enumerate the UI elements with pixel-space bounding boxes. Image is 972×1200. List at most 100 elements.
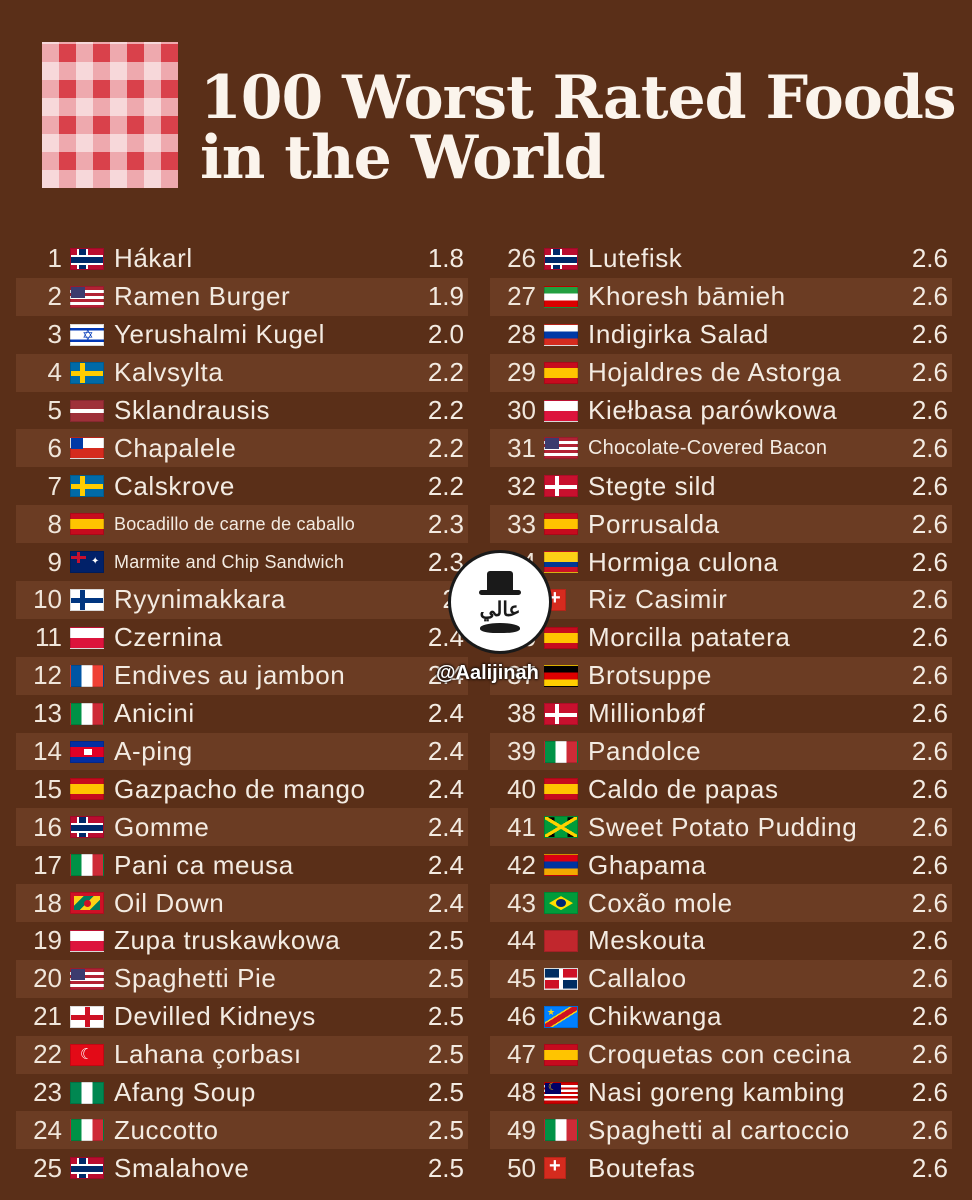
food-name: Gazpacho de mango xyxy=(114,773,366,804)
list-item: 31 Chocolate-Covered Bacon 2.6 xyxy=(490,429,952,468)
norway-flag-icon xyxy=(70,816,104,839)
food-rating: 2.6 xyxy=(911,1114,948,1145)
rank-number: 43 xyxy=(507,887,536,918)
food-name: Stegte sild xyxy=(588,470,717,501)
list-item: 37 Brotsuppe 2.6 xyxy=(490,656,952,695)
food-name: Zupa truskawkowa xyxy=(114,925,341,956)
list-item: 5 Sklandrausis 2.2 xyxy=(16,392,468,430)
food-rating: 2.4 xyxy=(427,849,464,880)
rank-number: 15 xyxy=(33,773,62,804)
nigeria-flag-icon xyxy=(70,1081,104,1104)
list-item: 32 Stegte sild 2.6 xyxy=(490,467,952,505)
food-rating: 1.8 xyxy=(427,243,464,274)
food-name: Pandolce xyxy=(588,736,702,767)
france-flag-icon xyxy=(70,664,104,687)
uk-flag-icon xyxy=(70,551,104,574)
food-rating: 2.2 xyxy=(427,357,464,388)
list-item: 24 Zuccotto 2.5 xyxy=(16,1111,468,1150)
jamaica-flag-icon xyxy=(544,816,578,839)
rank-number: 27 xyxy=(507,281,536,312)
rank-number: 32 xyxy=(507,470,536,501)
list-item: 2 Ramen Burger 1.9 xyxy=(16,277,468,316)
spain-flag-icon xyxy=(544,361,578,384)
food-rating: 2.6 xyxy=(911,281,948,312)
food-rating: 2.5 xyxy=(427,1001,464,1032)
food-name: Anicini xyxy=(114,698,195,729)
food-name: Spaghetti Pie xyxy=(114,963,277,994)
rank-number: 22 xyxy=(33,1039,62,1070)
latvia-flag-icon xyxy=(70,399,104,422)
usa-flag-icon xyxy=(70,285,104,308)
list-item: 30 Kiełbasa parówkowa 2.6 xyxy=(490,392,952,430)
food-name: Oil Down xyxy=(114,887,225,918)
list-item: 1 Hákarl 1.8 xyxy=(16,240,468,278)
list-item: 28 Indigirka Salad 2.6 xyxy=(490,316,952,354)
rank-number: 16 xyxy=(33,811,62,842)
rank-number: 25 xyxy=(33,1152,62,1183)
food-rating: 2.6 xyxy=(911,773,948,804)
watermark-logo: عالي xyxy=(448,550,552,654)
food-rating: 2.2 xyxy=(427,470,464,501)
food-name: Lahana çorbası xyxy=(114,1039,302,1070)
watermark-handle: @Aalijinah xyxy=(436,662,539,684)
food-rating: 2.6 xyxy=(911,660,948,691)
list-item: 40 Caldo de papas 2.6 xyxy=(490,770,952,808)
food-name: Czernina xyxy=(114,622,223,653)
sweden-flag-icon xyxy=(70,361,104,384)
food-name: Meskouta xyxy=(588,925,706,956)
dominican-republic-flag-icon xyxy=(544,967,578,990)
finland-flag-icon xyxy=(70,588,104,611)
italy-flag-icon xyxy=(544,1119,578,1142)
food-rating: 2.6 xyxy=(911,1001,948,1032)
poland-flag-icon xyxy=(70,626,104,649)
rank-number: 28 xyxy=(507,319,536,350)
list-item: 49 Spaghetti al cartoccio 2.6 xyxy=(490,1111,952,1150)
food-rating: 2.6 xyxy=(911,243,948,274)
food-name: Chapalele xyxy=(114,432,237,463)
rank-number: 38 xyxy=(507,698,536,729)
rank-number: 5 xyxy=(47,395,62,425)
food-name: Spaghetti al cartoccio xyxy=(588,1114,850,1145)
food-name: Bocadillo de carne de caballo xyxy=(114,513,355,534)
food-name: Ghapama xyxy=(588,849,707,880)
food-rating: 2.5 xyxy=(427,1114,464,1145)
food-rating: 1.9 xyxy=(427,281,464,312)
norway-flag-icon xyxy=(70,1157,104,1180)
mustache-icon xyxy=(480,623,520,633)
food-rating: 2.6 xyxy=(911,849,948,880)
food-name: Callaloo xyxy=(588,963,687,994)
rank-number: 33 xyxy=(507,508,536,539)
list-item: 18 Oil Down 2.4 xyxy=(16,884,468,923)
list-item: 46 Chikwanga 2.6 xyxy=(490,998,952,1036)
food-rating: 2.0 xyxy=(427,319,464,350)
rank-number: 26 xyxy=(507,243,536,274)
spain-flag-icon xyxy=(70,513,104,536)
food-rating: 2.6 xyxy=(911,622,948,653)
rank-number: 2 xyxy=(47,281,62,312)
sweden-flag-icon xyxy=(70,475,104,498)
list-item: 4 Kalvsylta 2.2 xyxy=(16,353,468,392)
list-item: 23 Afang Soup 2.5 xyxy=(16,1074,468,1112)
food-name: Kiełbasa parówkowa xyxy=(588,395,838,425)
food-rating: 2.4 xyxy=(427,887,464,918)
list-item: 29 Hojaldres de Astorga 2.6 xyxy=(490,353,952,392)
rank-number: 8 xyxy=(47,508,62,539)
malaysia-flag-icon xyxy=(544,1081,578,1104)
food-name: Hákarl xyxy=(114,243,193,274)
spain-flag-icon xyxy=(544,513,578,536)
food-name: Sweet Potato Pudding xyxy=(588,811,858,842)
russia-flag-icon xyxy=(544,323,578,346)
denmark-flag-icon xyxy=(544,702,578,725)
rank-number: 41 xyxy=(507,811,536,842)
germany-flag-icon xyxy=(544,664,578,687)
colombia-flag-icon xyxy=(544,551,578,574)
food-name: Porrusalda xyxy=(588,508,720,539)
rank-number: 14 xyxy=(33,736,62,767)
food-name: Brotsuppe xyxy=(588,660,712,691)
list-item: 6 Chapalele 2.2 xyxy=(16,429,468,468)
list-item: 12 Endives au jambon 2.4 xyxy=(16,656,468,695)
rank-number: 30 xyxy=(507,395,536,425)
rank-number: 12 xyxy=(33,660,62,691)
